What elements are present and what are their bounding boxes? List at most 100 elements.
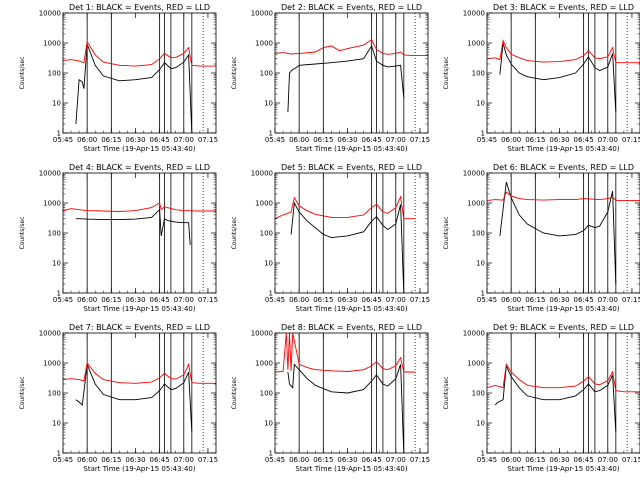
y-tick-label: 1 bbox=[269, 130, 273, 138]
y-tick-label: 100 bbox=[260, 230, 273, 238]
y-tick-label: 10000 bbox=[251, 10, 273, 18]
x-tick-label: 05:45 bbox=[265, 456, 285, 464]
x-axis-label: Start Time (19-Apr-15 05:43:40) bbox=[83, 465, 195, 473]
x-tick-label: 06:15 bbox=[313, 136, 333, 144]
x-tick-label: 06:15 bbox=[101, 456, 121, 464]
x-tick-label: 06:15 bbox=[313, 456, 333, 464]
x-axis-label: Start Time (19-Apr-15 05:43:40) bbox=[83, 145, 195, 153]
panel-det-1: Det 1: BLACK = Events, RED = LLD 1 10 100 10… bbox=[19, 3, 218, 153]
y-axis-label: Counts/sec bbox=[19, 376, 26, 409]
series-lld-line bbox=[274, 195, 416, 220]
series-events-line bbox=[75, 208, 191, 245]
y-tick-label: 1000 bbox=[255, 360, 273, 368]
series-lld-line bbox=[486, 39, 640, 64]
panel-det-9: Det 9: BLACK = Events, RED = LLD 1 10 100 10… bbox=[443, 323, 640, 473]
series-events-line bbox=[75, 362, 193, 433]
y-tick-label: 100 bbox=[472, 390, 485, 398]
x-tick-label: 06:00 bbox=[501, 136, 521, 144]
y-axis-label: Counts/sec bbox=[443, 216, 450, 249]
x-axis-label: Start Time (19-Apr-15 05:43:40) bbox=[507, 465, 619, 473]
y-axis-label: Counts/sec bbox=[231, 216, 238, 249]
y-tick-label: 10 bbox=[476, 100, 485, 108]
y-axis-label: Counts/sec bbox=[231, 56, 238, 89]
series-lld-line bbox=[62, 361, 216, 384]
x-tick-label: 07:15 bbox=[622, 136, 640, 144]
y-tick-label: 1000 bbox=[467, 360, 485, 368]
y-tick-label: 10000 bbox=[251, 330, 273, 338]
series-events-line bbox=[499, 181, 617, 285]
y-tick-label: 10 bbox=[264, 420, 273, 428]
x-tick-label: 07:00 bbox=[386, 296, 406, 304]
x-tick-label: 06:15 bbox=[525, 456, 545, 464]
series-lld-line bbox=[486, 191, 640, 202]
panel-title: Det 2: BLACK = Events, RED = LLD bbox=[281, 3, 422, 12]
x-tick-label: 06:00 bbox=[501, 456, 521, 464]
panel-title: Det 9: BLACK = Events, RED = LLD bbox=[493, 323, 634, 332]
x-tick-label: 06:00 bbox=[77, 136, 97, 144]
x-tick-label: 06:00 bbox=[289, 136, 309, 144]
series-events-line bbox=[287, 44, 405, 113]
x-tick-label: 06:45 bbox=[574, 136, 594, 144]
x-tick-label: 05:45 bbox=[265, 296, 285, 304]
panel-title: Det 6: BLACK = Events, RED = LLD bbox=[493, 163, 634, 172]
y-tick-label: 10 bbox=[52, 260, 61, 268]
panel-title: Det 8: BLACK = Events, RED = LLD bbox=[281, 323, 422, 332]
x-tick-label: 05:45 bbox=[477, 456, 497, 464]
panel-title: Det 7: BLACK = Events, RED = LLD bbox=[69, 323, 210, 332]
y-tick-label: 10 bbox=[264, 260, 273, 268]
x-tick-label: 07:00 bbox=[598, 296, 618, 304]
y-tick-label: 1 bbox=[481, 450, 485, 458]
x-axis-label: Start Time (19-Apr-15 05:43:40) bbox=[295, 465, 407, 473]
x-tick-label: 05:45 bbox=[477, 136, 497, 144]
x-tick-label: 06:45 bbox=[362, 136, 382, 144]
y-tick-label: 1 bbox=[481, 130, 485, 138]
x-tick-label: 06:15 bbox=[101, 136, 121, 144]
x-tick-label: 05:45 bbox=[53, 456, 73, 464]
x-tick-label: 06:30 bbox=[549, 296, 569, 304]
series-events-line bbox=[290, 201, 405, 294]
x-tick-label: 07:15 bbox=[622, 456, 640, 464]
x-tick-label: 06:00 bbox=[289, 296, 309, 304]
y-tick-label: 10000 bbox=[39, 170, 61, 178]
panel-title: Det 5: BLACK = Events, RED = LLD bbox=[281, 163, 422, 172]
y-tick-label: 100 bbox=[48, 70, 61, 78]
x-tick-label: 06:15 bbox=[525, 296, 545, 304]
series-lld-line bbox=[274, 332, 416, 373]
x-tick-label: 06:45 bbox=[574, 456, 594, 464]
x-tick-label: 06:45 bbox=[574, 296, 594, 304]
x-tick-label: 06:30 bbox=[337, 296, 357, 304]
x-tick-label: 07:00 bbox=[386, 136, 406, 144]
y-tick-label: 100 bbox=[260, 70, 273, 78]
x-tick-label: 06:30 bbox=[125, 296, 145, 304]
x-tick-label: 07:00 bbox=[386, 456, 406, 464]
y-tick-label: 1 bbox=[481, 290, 485, 298]
y-axis-label: Counts/sec bbox=[443, 56, 450, 89]
panel-det-4: Det 4: BLACK = Events, RED = LLD 1 10 100 10… bbox=[19, 163, 218, 313]
panel-det-5: Det 5: BLACK = Events, RED = LLD 1 10 100 10… bbox=[231, 163, 430, 313]
x-tick-label: 07:15 bbox=[410, 136, 430, 144]
series-events-line bbox=[287, 363, 405, 454]
panel-title: Det 3: BLACK = Events, RED = LLD bbox=[493, 3, 634, 12]
x-tick-label: 07:15 bbox=[198, 296, 218, 304]
panel-det-2: Det 2: BLACK = Events, RED = LLD 1 10 100 10… bbox=[231, 3, 430, 153]
panel-det-8: Det 8: BLACK = Events, RED = LLD 1 10 100 10… bbox=[231, 323, 430, 473]
x-tick-label: 06:00 bbox=[77, 296, 97, 304]
y-tick-label: 10 bbox=[476, 260, 485, 268]
panel-det-7: Det 7: BLACK = Events, RED = LLD 1 10 100 10… bbox=[19, 323, 218, 473]
x-axis-label: Start Time (19-Apr-15 05:43:40) bbox=[507, 145, 619, 153]
y-tick-label: 100 bbox=[472, 70, 485, 78]
y-tick-label: 10 bbox=[52, 420, 61, 428]
x-tick-label: 06:00 bbox=[501, 296, 521, 304]
y-tick-label: 10 bbox=[264, 100, 273, 108]
panel-title: Det 1: BLACK = Events, RED = LLD bbox=[69, 3, 210, 12]
x-axis-label: Start Time (19-Apr-15 05:43:40) bbox=[295, 145, 407, 153]
panel-det-6: Det 6: BLACK = Events, RED = LLD 1 10 100 10… bbox=[443, 163, 640, 313]
x-tick-label: 06:30 bbox=[125, 136, 145, 144]
series-lld-line bbox=[274, 38, 428, 57]
y-tick-label: 1000 bbox=[255, 40, 273, 48]
x-tick-label: 06:15 bbox=[525, 136, 545, 144]
x-tick-label: 07:15 bbox=[198, 456, 218, 464]
x-tick-label: 06:45 bbox=[362, 456, 382, 464]
